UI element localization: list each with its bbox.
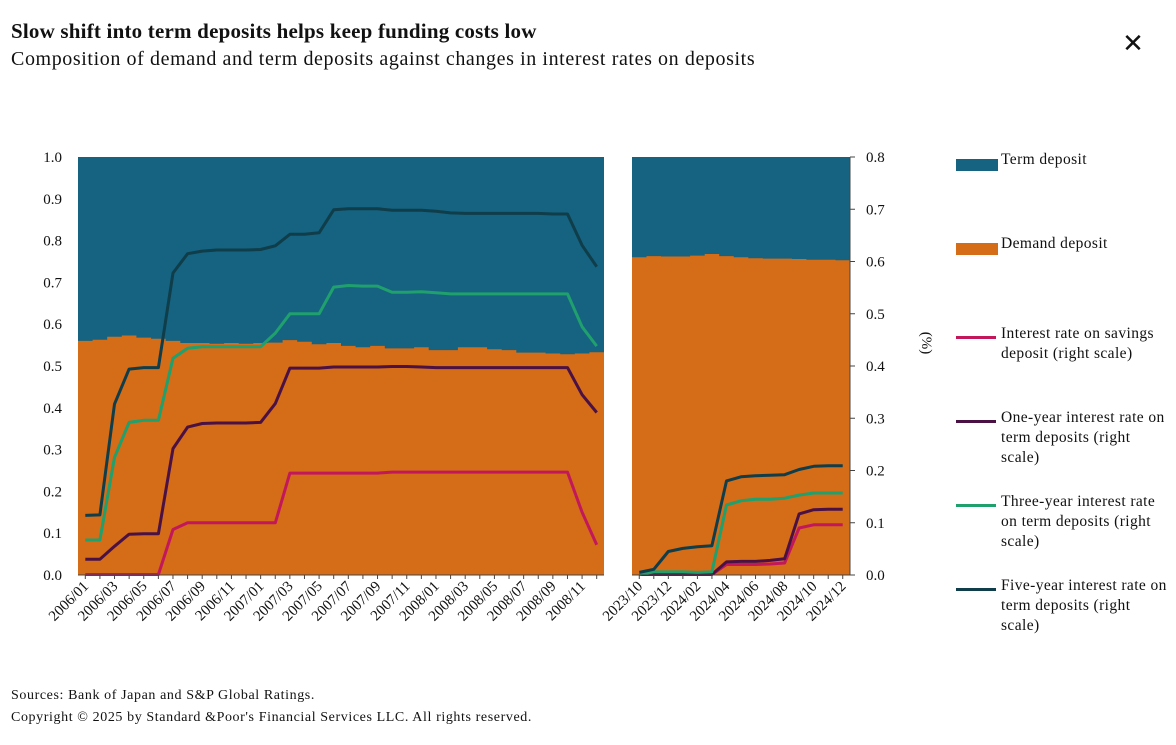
legend-swatch bbox=[956, 420, 996, 423]
right-axis-label: (%) bbox=[918, 332, 934, 355]
left-tick-label: 0.6 bbox=[43, 317, 62, 333]
line-five-year bbox=[85, 207, 598, 517]
right-tick-label: 0.6 bbox=[866, 255, 885, 271]
legend-label: Three-year interest rate on term deposit… bbox=[1001, 493, 1156, 550]
left-tick-label: 0.9 bbox=[43, 192, 62, 208]
legend-swatch bbox=[956, 336, 996, 339]
legend-swatch bbox=[956, 504, 996, 507]
legend-swatch bbox=[956, 243, 998, 255]
close-icon[interactable]: ✕ bbox=[1122, 29, 1144, 59]
left-tick-label: 0.8 bbox=[43, 234, 62, 250]
right-tick-label: 0.8 bbox=[866, 150, 885, 166]
left-tick-label: 1.0 bbox=[43, 150, 62, 166]
left-tick-label: 0.3 bbox=[43, 443, 62, 459]
legend-swatch bbox=[956, 159, 998, 171]
chart-canvas: 2006/012006/032006/052006/072006/092006/… bbox=[43, 150, 934, 625]
line-three-year bbox=[639, 491, 843, 576]
copyright-note: Copyright © 2025 by Standard &Poor's Fin… bbox=[11, 710, 532, 725]
panel-2 bbox=[632, 157, 850, 579]
right-tick-label: 0.0 bbox=[866, 568, 885, 584]
demand-deposit-area bbox=[78, 335, 604, 575]
left-tick-label: 0.4 bbox=[43, 401, 62, 417]
legend-label: Interest rate on savings deposit (right … bbox=[1001, 325, 1154, 362]
right-tick-label: 0.3 bbox=[866, 411, 885, 427]
right-tick-label: 0.7 bbox=[866, 202, 885, 218]
legend-label: Demand deposit bbox=[1001, 235, 1108, 252]
chart-subtitle: Composition of demand and term deposits … bbox=[11, 48, 756, 70]
left-tick-label: 0.5 bbox=[43, 359, 62, 375]
right-tick-label: 0.1 bbox=[866, 516, 885, 532]
legend-label: One-year interest rate on term deposits … bbox=[1001, 409, 1165, 466]
right-tick-label: 0.4 bbox=[866, 359, 885, 375]
legend-label: Term deposit bbox=[1001, 151, 1087, 168]
line-five-year bbox=[638, 464, 843, 574]
panel-1 bbox=[78, 157, 604, 579]
left-tick-label: 0.7 bbox=[43, 275, 62, 291]
chart-title: Slow shift into term deposits helps keep… bbox=[11, 19, 537, 43]
legend-swatch bbox=[956, 588, 996, 591]
left-tick-label: 0.0 bbox=[43, 568, 62, 584]
sources-note: Sources: Bank of Japan and S&P Global Ra… bbox=[11, 688, 315, 703]
legend-label: Five-year interest rate on term deposits… bbox=[1001, 577, 1167, 634]
left-tick-label: 0.1 bbox=[43, 526, 62, 542]
demand-deposit-area bbox=[632, 254, 850, 575]
line-three-year bbox=[85, 284, 598, 542]
left-tick-label: 0.2 bbox=[43, 484, 62, 500]
line-one-year bbox=[85, 365, 598, 561]
line-savings bbox=[85, 470, 599, 576]
right-tick-label: 0.5 bbox=[866, 307, 885, 323]
right-tick-label: 0.2 bbox=[866, 464, 885, 480]
